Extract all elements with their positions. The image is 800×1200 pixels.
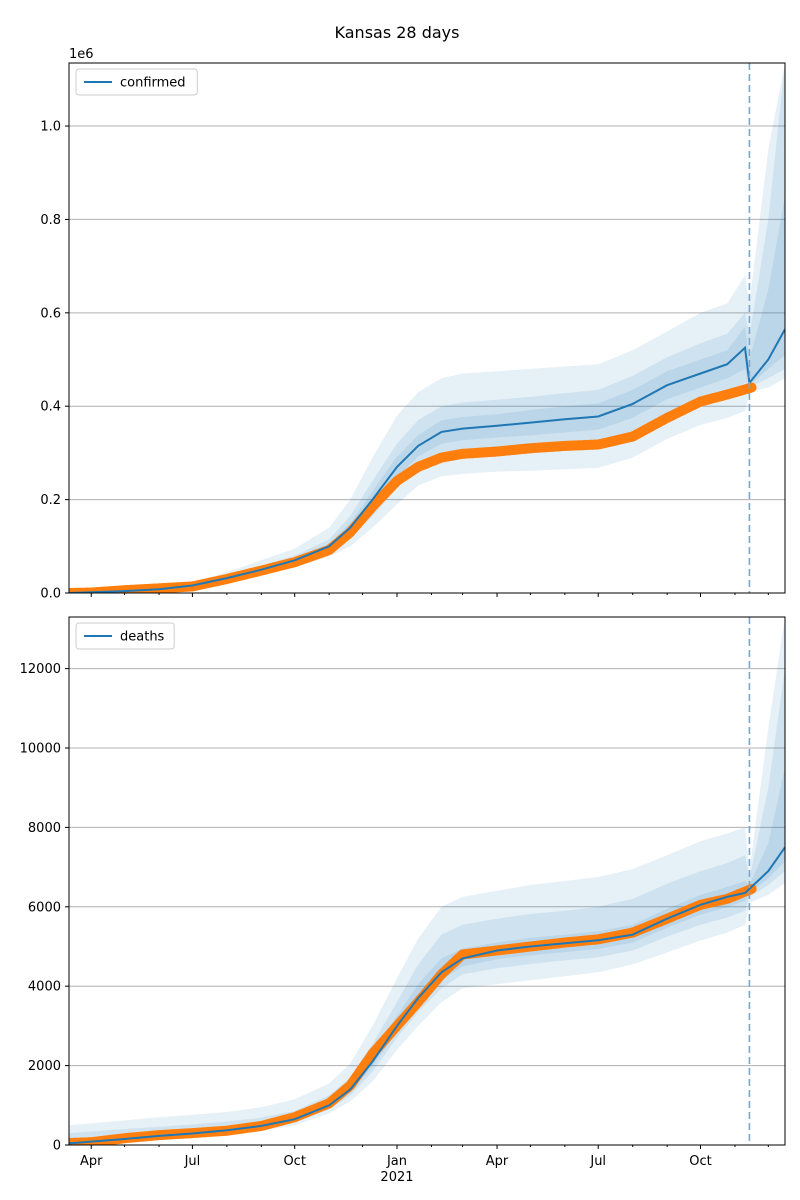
y-tick-label: 0.6 xyxy=(40,306,61,321)
y-tick-label: 0 xyxy=(53,1139,61,1154)
legend-box xyxy=(75,622,175,650)
uncertainty-band xyxy=(69,668,785,1145)
axes-frame xyxy=(68,616,786,1146)
legend: confirmed xyxy=(75,68,198,96)
y-tick-label: 0.2 xyxy=(40,493,61,508)
x-tick-label: Oct xyxy=(689,1154,711,1169)
y-tick-label: 6000 xyxy=(28,900,61,915)
y-tick-label: 0.4 xyxy=(40,400,61,415)
y-tick-label: 10000 xyxy=(20,742,61,757)
observed-series xyxy=(69,883,757,1145)
y-tick-label: 0.0 xyxy=(40,587,61,602)
y-tick-label: 2000 xyxy=(28,1059,61,1074)
plot-area xyxy=(69,617,785,1145)
x-tick-label: Jul xyxy=(184,1154,201,1169)
legend-box xyxy=(75,68,198,96)
confirmed-panel: 0.0 0.2 0.4 0.6 0.8 1.0 1e6 confirmed xyxy=(40,47,786,602)
uncertainty-band xyxy=(69,63,785,593)
legend-label: deaths xyxy=(120,630,165,645)
x-tick-label: Jul xyxy=(589,1154,606,1169)
x-tick-label: Apr xyxy=(486,1154,509,1169)
x-tick-label: Oct xyxy=(283,1154,305,1169)
y-tick-label: 1.0 xyxy=(40,120,61,135)
legend: deaths xyxy=(75,622,175,650)
plot-area xyxy=(69,63,785,593)
y-offset-label: 1e6 xyxy=(69,47,94,62)
x-year-label: 2021 xyxy=(380,1170,413,1185)
axes-frame xyxy=(68,62,786,594)
y-tick-label: 8000 xyxy=(28,821,61,836)
legend-label: confirmed xyxy=(120,76,186,91)
chart-title: Kansas 28 days xyxy=(335,23,460,42)
model-line xyxy=(69,328,785,593)
y-tick-label: 12000 xyxy=(20,662,61,677)
deaths-panel: 0 2000 4000 6000 8000 10000 12000 Apr Jul Oct Jan A… xyxy=(20,616,786,1185)
y-tick-label: 4000 xyxy=(28,980,61,995)
x-tick-label: Jan xyxy=(386,1154,407,1169)
x-tick-label: Apr xyxy=(80,1154,103,1169)
uncertainty-band xyxy=(69,196,785,593)
observed-point xyxy=(746,382,757,393)
y-tick-label: 0.8 xyxy=(40,213,61,228)
uncertainty-band xyxy=(69,617,785,1145)
model-line xyxy=(69,846,785,1145)
